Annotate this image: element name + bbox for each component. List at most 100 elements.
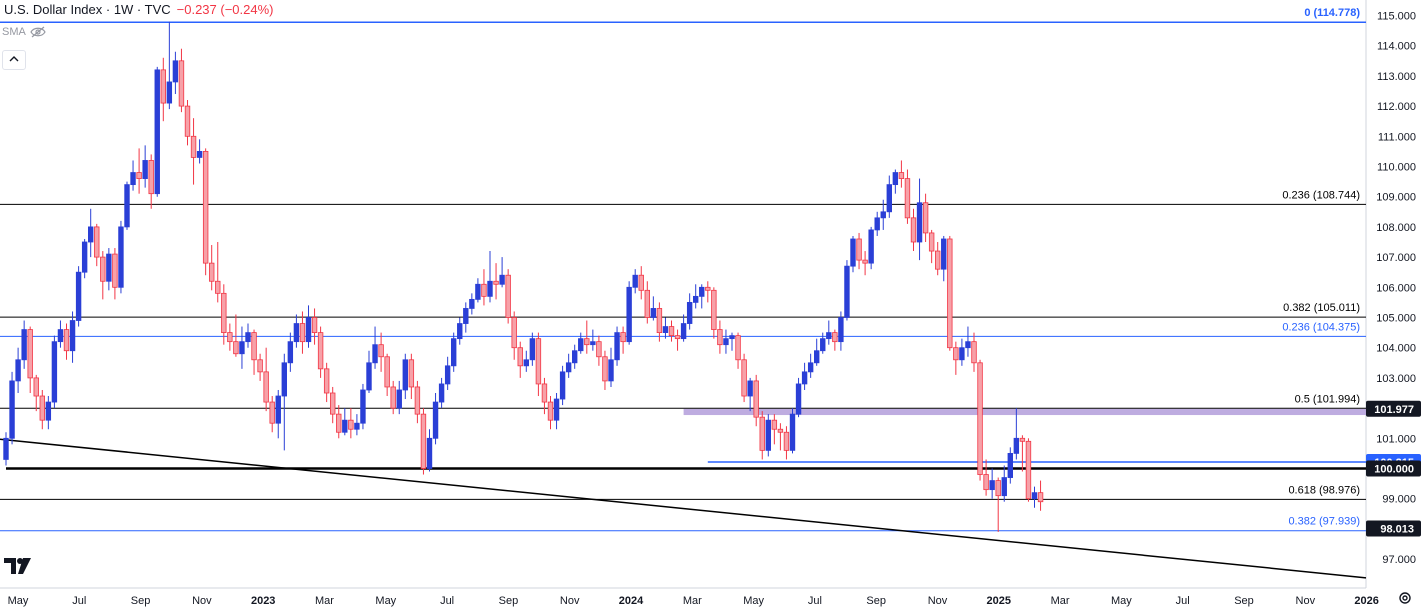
settings-icon[interactable] bbox=[1397, 590, 1413, 606]
candle-body bbox=[1019, 437, 1026, 442]
candle bbox=[457, 317, 463, 345]
candle-body bbox=[426, 437, 433, 469]
candle bbox=[33, 374, 39, 412]
collapse-legend-button[interactable] bbox=[2, 50, 26, 70]
time-tick-label: Jul bbox=[72, 595, 86, 607]
candle-body bbox=[680, 323, 687, 340]
candle bbox=[801, 362, 808, 390]
candle bbox=[251, 329, 257, 375]
candle bbox=[130, 160, 136, 191]
candle bbox=[880, 199, 886, 230]
candle-body bbox=[868, 229, 874, 264]
candle-body bbox=[765, 419, 771, 451]
candle bbox=[245, 323, 251, 348]
candle bbox=[196, 139, 203, 164]
candle-body bbox=[953, 347, 959, 361]
candle-body bbox=[559, 371, 566, 400]
candle-body bbox=[814, 350, 820, 364]
price-label-text: 100.000 bbox=[1374, 464, 1414, 476]
candle-body bbox=[21, 329, 27, 361]
candle-body bbox=[233, 341, 239, 355]
candle-body bbox=[281, 362, 287, 397]
candle bbox=[795, 377, 802, 418]
candle-body bbox=[493, 280, 499, 285]
candle-body bbox=[317, 332, 324, 370]
candle-body bbox=[541, 383, 548, 403]
candle bbox=[989, 468, 995, 499]
candle-body bbox=[166, 81, 173, 104]
candles bbox=[3, 21, 1044, 532]
indicator-row[interactable]: SMA bbox=[2, 26, 46, 38]
candle bbox=[148, 154, 154, 209]
candle bbox=[227, 323, 233, 351]
candle bbox=[614, 326, 620, 366]
fib-level-label: 0.236 (104.375) bbox=[1282, 321, 1360, 333]
symbol-name[interactable]: U.S. Dollar Index · 1W · TVC bbox=[4, 2, 171, 17]
candle-body bbox=[656, 308, 663, 334]
candle-body bbox=[898, 172, 905, 179]
candle-body bbox=[977, 362, 983, 475]
candle bbox=[275, 389, 281, 439]
candle bbox=[674, 329, 681, 351]
candle bbox=[638, 266, 644, 300]
candle bbox=[584, 320, 590, 354]
candle bbox=[493, 263, 499, 300]
candle bbox=[75, 266, 82, 327]
candle bbox=[444, 356, 451, 390]
candle bbox=[765, 414, 771, 457]
candle-body bbox=[795, 383, 802, 415]
candle-body bbox=[221, 292, 227, 333]
price-axis[interactable]: 97.000 99.000 101.000 103.000 104.000 105.000… bbox=[1366, 11, 1421, 567]
candle bbox=[57, 320, 64, 348]
candle-body bbox=[27, 329, 33, 379]
candle-body bbox=[136, 172, 142, 179]
candle-body bbox=[88, 226, 94, 243]
candle-body bbox=[63, 329, 70, 352]
eye-off-icon[interactable] bbox=[30, 26, 46, 38]
candle-body bbox=[239, 341, 245, 355]
price-tick-label: 103.000 bbox=[1376, 373, 1416, 385]
candle-body bbox=[650, 308, 657, 318]
candle bbox=[565, 353, 572, 378]
tradingview-logo bbox=[4, 558, 31, 574]
candle bbox=[287, 332, 294, 372]
price-tick-label: 108.000 bbox=[1376, 222, 1416, 234]
candle bbox=[626, 281, 632, 345]
price-tick-label: 101.000 bbox=[1376, 433, 1416, 445]
indicator-label[interactable]: SMA bbox=[2, 26, 26, 38]
candle bbox=[9, 371, 15, 445]
candle bbox=[735, 332, 741, 369]
candle-body bbox=[565, 362, 572, 373]
candle bbox=[281, 353, 287, 451]
candle bbox=[63, 323, 70, 360]
candle-body bbox=[106, 253, 112, 282]
candle-body bbox=[487, 280, 493, 297]
candle-body bbox=[348, 419, 354, 430]
candle bbox=[27, 326, 33, 393]
candle-body bbox=[69, 320, 76, 352]
candle-body bbox=[535, 338, 542, 385]
candle-body bbox=[9, 380, 15, 439]
price-tick-label: 112.000 bbox=[1377, 101, 1416, 113]
candle-body bbox=[995, 480, 1001, 497]
candle-body bbox=[928, 232, 935, 252]
candle-body bbox=[910, 217, 917, 243]
fib-level-label: 0.382 (105.011) bbox=[1283, 302, 1360, 314]
chevron-up-icon bbox=[9, 56, 19, 62]
candle bbox=[342, 408, 348, 436]
candle bbox=[596, 335, 602, 366]
candle bbox=[354, 414, 360, 436]
candle-body bbox=[771, 419, 778, 430]
candle-body bbox=[807, 362, 814, 373]
candle bbox=[463, 302, 469, 333]
candle-body bbox=[172, 60, 179, 83]
time-axis[interactable]: May Jul Sep Nov 2023 Mar May Jul Sep Nov 2024 Mar Ma… bbox=[8, 595, 1379, 607]
candle-body bbox=[148, 160, 154, 195]
candle bbox=[106, 248, 112, 291]
time-tick-label: Nov bbox=[1296, 595, 1316, 607]
candle bbox=[1007, 447, 1013, 484]
symbol-title[interactable]: U.S. Dollar Index · 1W · TVC −0.237 (−0.2… bbox=[4, 2, 274, 17]
candle-body bbox=[81, 241, 88, 273]
candle-body bbox=[723, 338, 729, 346]
